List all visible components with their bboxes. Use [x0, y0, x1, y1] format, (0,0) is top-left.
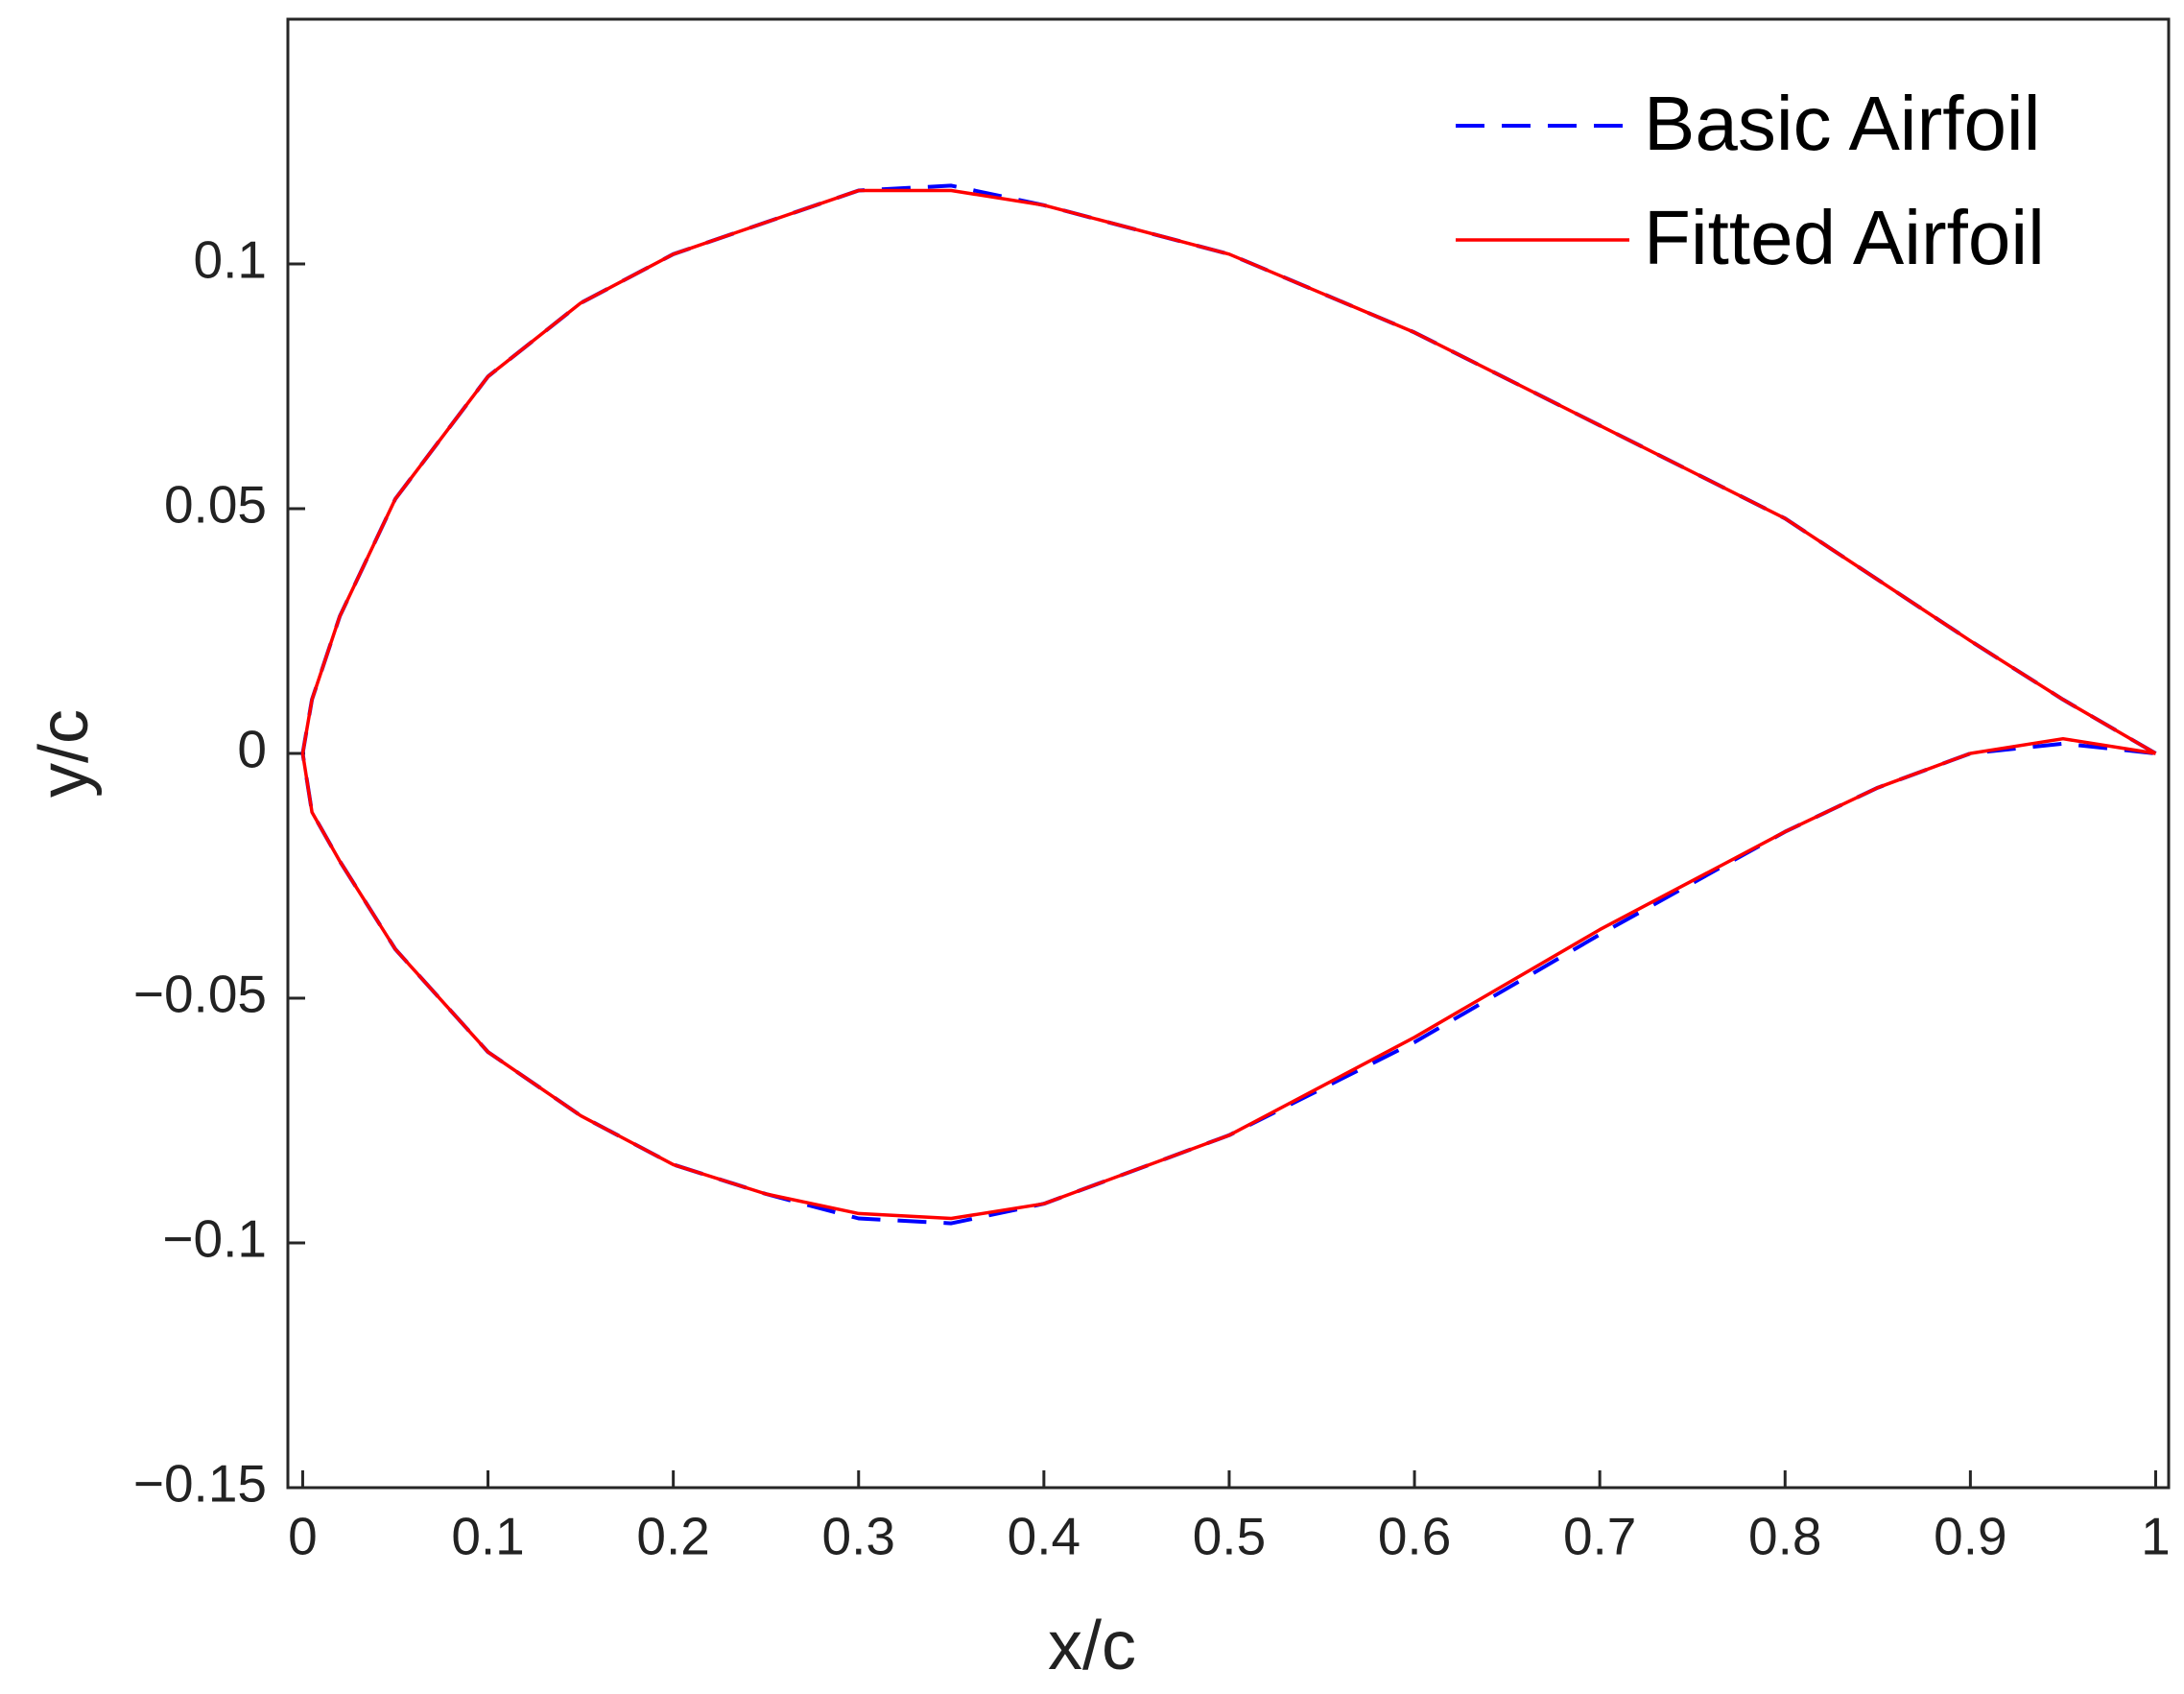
x-tick-label: 0.6 — [1378, 1507, 1451, 1566]
x-tick-label: 0.3 — [822, 1507, 895, 1566]
x-tick-label: 0.7 — [1563, 1507, 1636, 1566]
x-tick-label: 0.5 — [1193, 1507, 1266, 1566]
x-tick-label: 0.1 — [451, 1507, 524, 1566]
x-tick-label: 0.9 — [1934, 1507, 2006, 1566]
x-tick-label: 0.2 — [636, 1507, 709, 1566]
x-tick-label: 0.8 — [1748, 1507, 1821, 1566]
series-line — [300, 188, 2157, 1221]
x-tick-label: 0 — [288, 1507, 318, 1566]
y-tick-label: −0.1 — [162, 1209, 267, 1269]
y-tick-label: −0.05 — [133, 965, 267, 1024]
legend-label: Basic Airfoil — [1644, 81, 2040, 166]
x-tick-label: 1 — [2141, 1507, 2171, 1566]
plot-frame — [286, 17, 2171, 1490]
y-tick-label: −0.15 — [133, 1454, 267, 1514]
x-axis-label: x/c — [1048, 1608, 1136, 1684]
legend-label: Fitted Airfoil — [1644, 195, 2045, 280]
y-axis-label: y/c — [26, 709, 103, 798]
y-tick-label: 0.1 — [194, 230, 267, 290]
y-tick-label: 0.05 — [164, 475, 267, 535]
y-tick-label: 0 — [237, 720, 267, 779]
x-tick-label: 0.4 — [1008, 1507, 1080, 1566]
